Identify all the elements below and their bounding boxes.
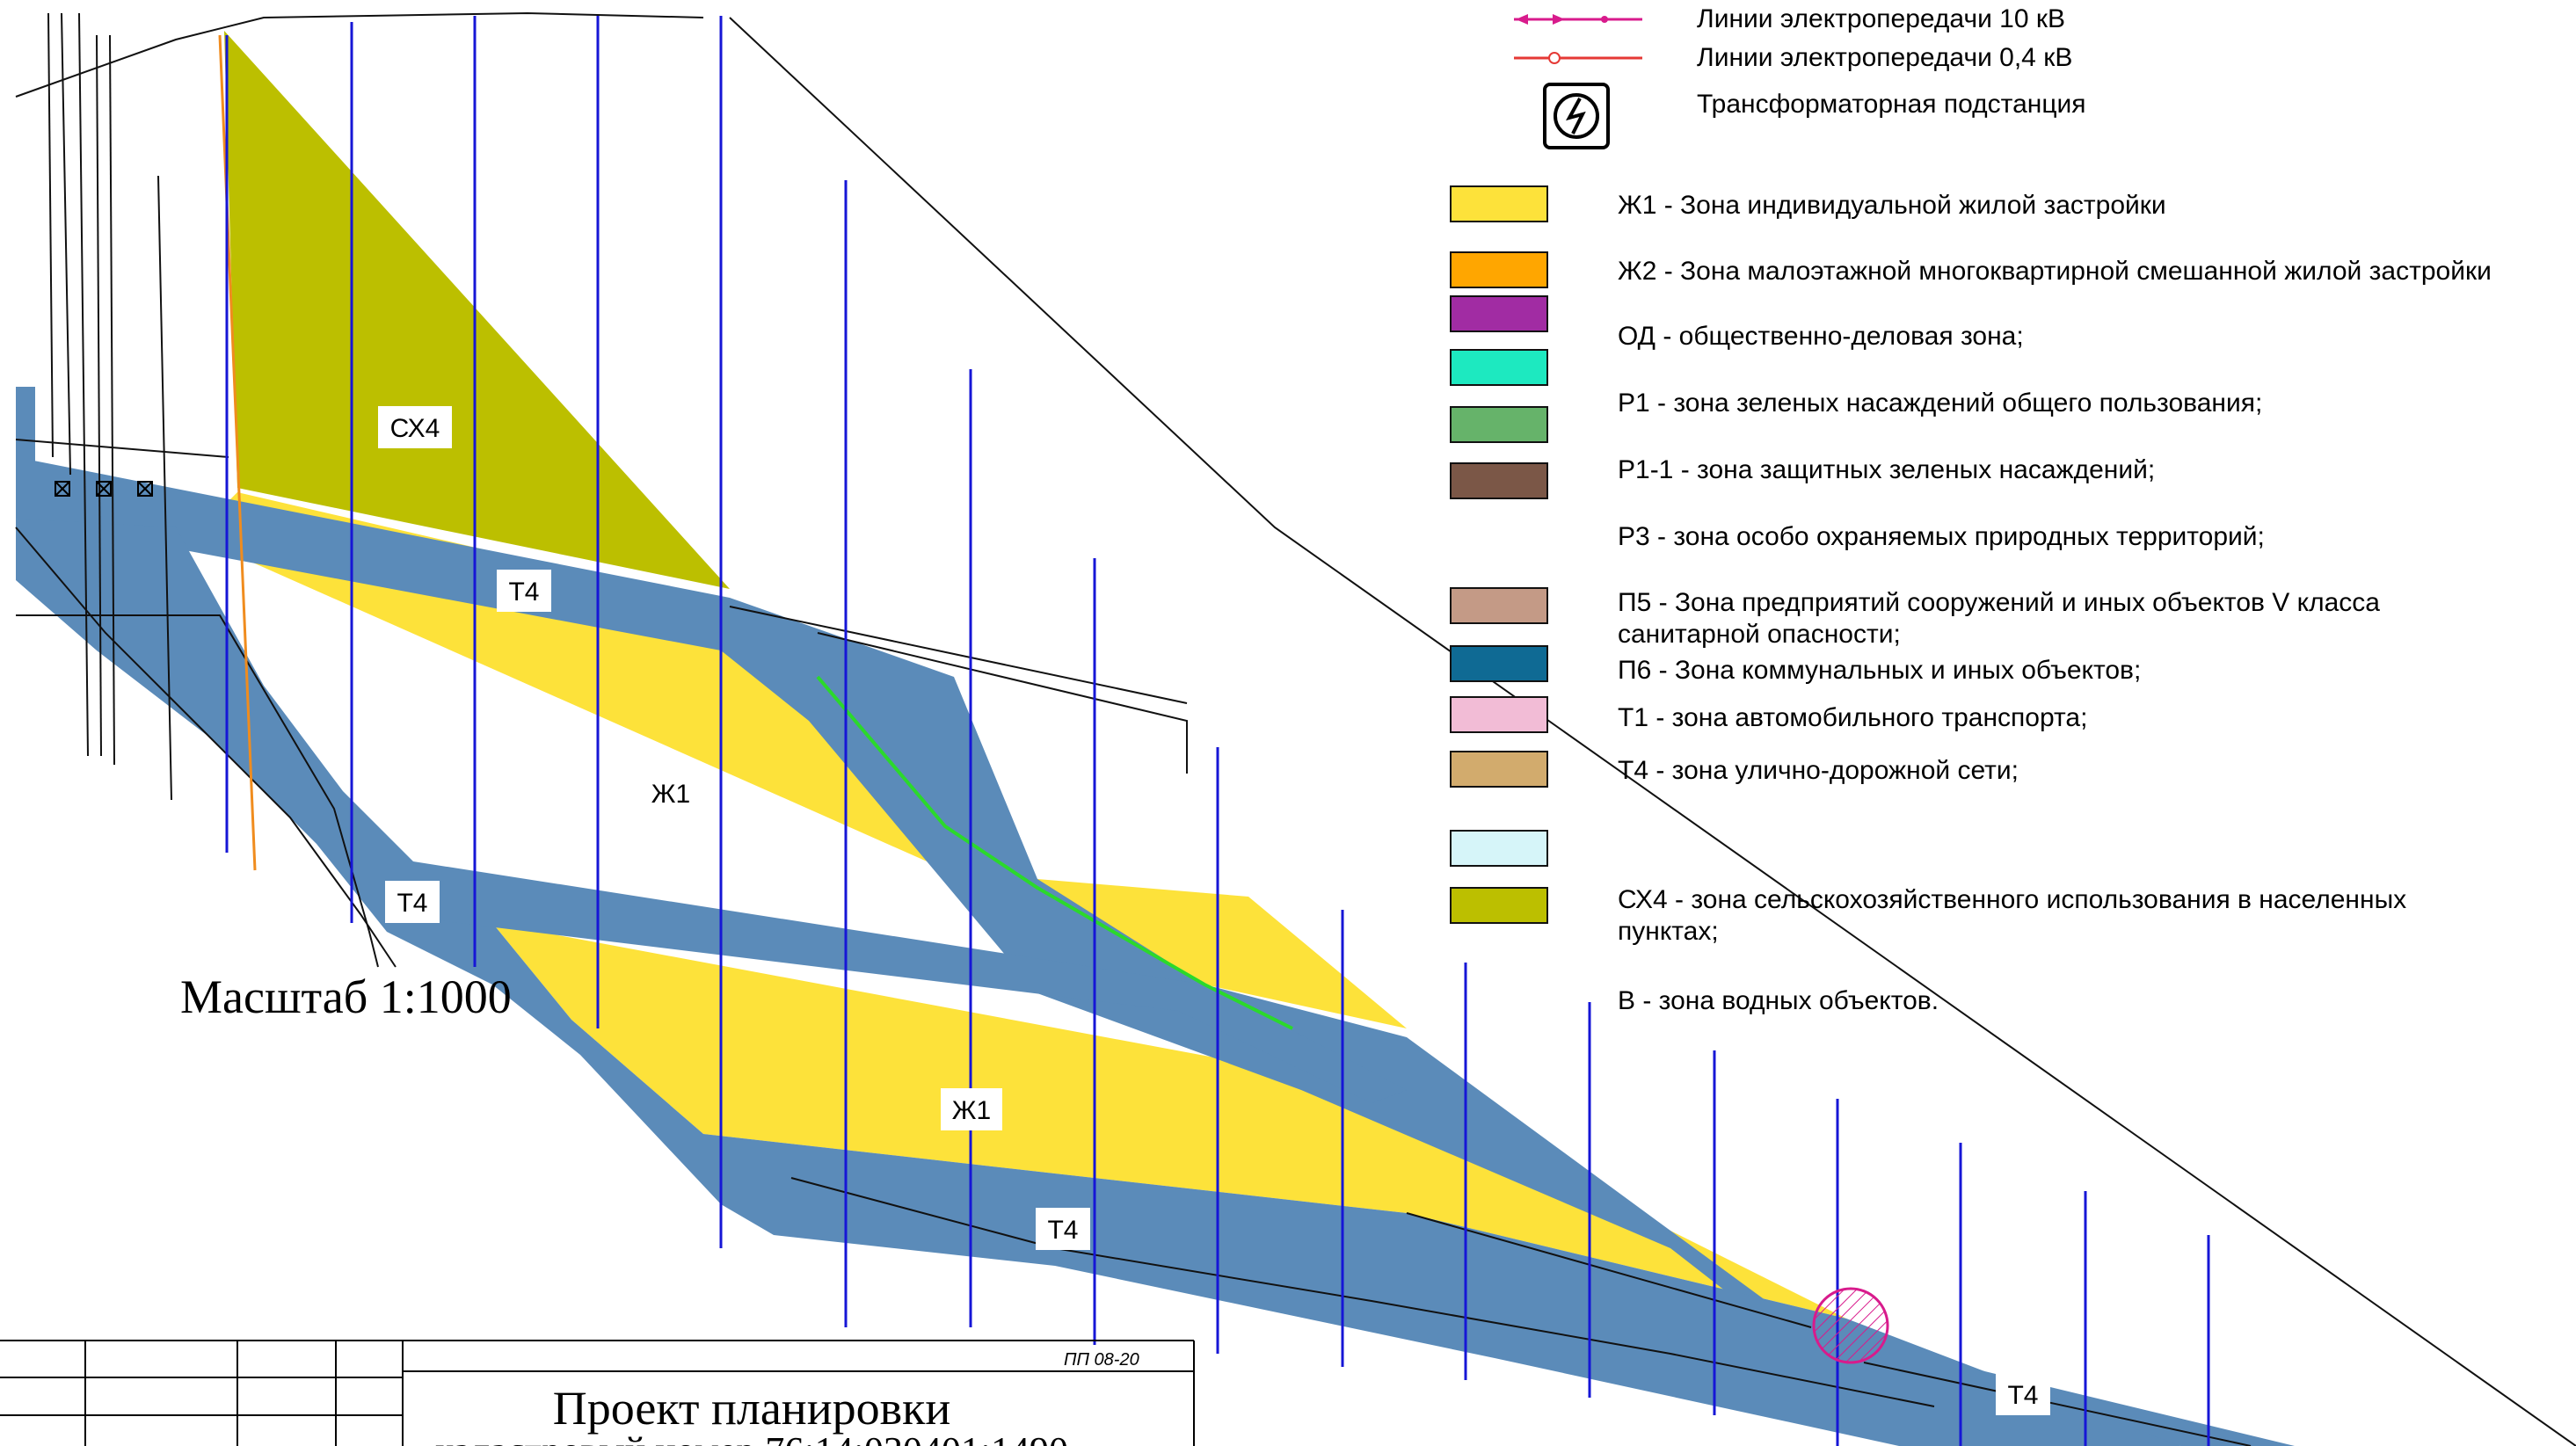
legend-zone-label: Р1-1 - зона защитных зеленых насаждений; [1618,455,2155,484]
svg-text:Ж1: Ж1 [952,1096,991,1125]
legend-swatch [1450,887,1548,924]
zone-label-zh1-upper: Ж1 [640,772,702,814]
scale-label: Масштаб 1:1000 [180,970,512,1023]
road-main-upper [16,457,2295,1446]
svg-text:Ж1: Ж1 [651,780,690,809]
legend-swatch [1450,696,1548,733]
legend-swatch [1450,751,1548,788]
legend-zone-label: П6 - Зона коммунальных и иных объектов; [1618,656,2141,685]
legend-zone-label: П5 - Зона предприятий сооружений и иных … [1618,588,2380,617]
zone-label-t4-b: Т4 [385,881,440,923]
legend-zone-label: Р3 - зона особо охраняемых природных тер… [1618,522,2265,551]
legend-swatch [1450,251,1548,288]
transformer-substation-icon [1543,83,1610,149]
cadastral-lines [15,11,2576,1446]
road-cross-diagonal [387,861,1407,1103]
legend-zone-label: Т1 - зона автомобильного транспорта; [1618,703,2087,732]
legend-zone-label: Ж2 - Зона малоэтажной многоквартирной см… [1618,257,2492,286]
legend-zone-label: Ж1 - Зона индивидуальной жилой застройки [1618,191,2166,220]
legend-zone-label: санитарной опасности; [1618,620,1901,649]
legend-swatch [1450,406,1548,443]
legend-swatch [1450,349,1548,386]
road-left-vertical [16,387,35,466]
legend-line-label: Трансформаторная подстанция [1697,90,2086,119]
zone-sx4-area [224,31,730,589]
stamp-subtitle: кадастровый номер 76:14:030401:1490 [435,1429,1068,1446]
title-block [0,1340,1195,1446]
legend-swatch [1450,185,1548,222]
zone-zh1-lower-area [492,923,1846,1319]
zone-label-zh1-lower: Ж1 [941,1088,1002,1130]
legend-line-label: Линии электропередачи 0,4 кВ [1697,43,2072,72]
legend-swatch [1450,462,1548,499]
green-boundary-line [816,675,1293,1030]
road-main-lower [16,519,2180,1446]
legend-zone-label: ОД - общественно-деловая зона; [1618,322,2024,351]
power-line-10kv-icon [1514,14,1642,25]
legend-zone-label: Т4 - зона улично-дорожной сети; [1618,756,2019,785]
stamp-title: Проект планировки [553,1382,951,1435]
pole-markers [55,481,153,497]
substation-zone-circle [1812,1287,1889,1364]
svg-text:Т4: Т4 [397,889,427,918]
zone-label-t4-d: Т4 [1996,1373,2050,1415]
zone-zh1-upper-area [193,492,1407,1028]
legend-zone-label: СХ4 - зона сельскохозяйственного использ… [1618,885,2406,914]
zone-label-t4-c: Т4 [1036,1208,1090,1250]
legend-zones: Ж1 - Зона индивидуальной жилой застройки… [1450,185,2492,1015]
legend-line-label: Линии электропередачи 10 кВ [1697,4,2065,33]
power-line-04kv-icon [1514,52,1642,64]
legend-swatch [1450,295,1548,332]
legend-swatch [1450,830,1548,867]
svg-text:Т4: Т4 [508,578,539,607]
svg-text:СХ4: СХ4 [390,414,440,443]
legend-swatch [1450,587,1548,624]
zone-label-t4-a: Т4 [497,570,551,612]
legend-swatch [1450,645,1548,682]
svg-text:Т4: Т4 [2007,1381,2038,1410]
legend-zone-label: пунктах; [1618,917,1719,946]
grid-lines [225,16,2210,1446]
legend-zone-label: В - зона водных объектов. [1618,986,1939,1015]
svg-text:Т4: Т4 [1047,1216,1078,1245]
stamp-code: ПП 08-20 [1064,1350,1139,1370]
legend-zone-label: Р1 - зона зеленых насаждений общего поль… [1618,389,2262,418]
legend-lines: Линии электропередачи 10 кВ Линии электр… [1514,4,2086,149]
zone-label-sx4: СХ4 [378,406,452,448]
